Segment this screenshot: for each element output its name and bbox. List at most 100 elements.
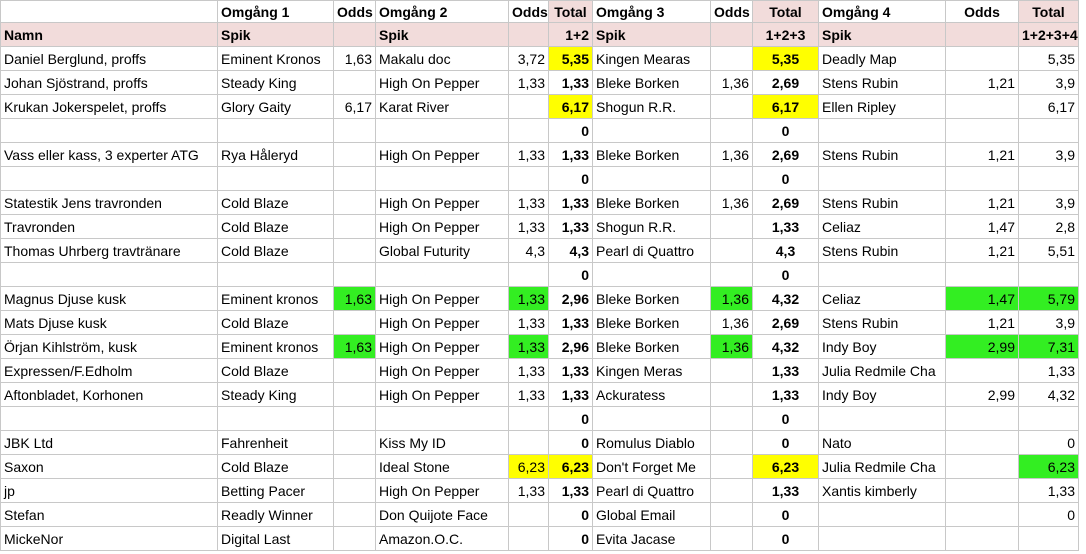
cell xyxy=(945,46,1019,71)
cell xyxy=(333,310,376,335)
cell: 1,33 xyxy=(508,478,549,503)
cell: 1,33 xyxy=(752,358,819,383)
cell: Odds xyxy=(333,0,376,23)
cell: Kingen Mearas xyxy=(592,46,711,71)
cell: Thomas Uhrberg travtränare xyxy=(0,238,218,263)
cell: Cold Blaze xyxy=(217,454,334,479)
cell xyxy=(0,0,218,23)
cell: Mats Djuse kusk xyxy=(0,310,218,335)
row: Mats Djuse kusk Cold Blaze High On Pepper 1… xyxy=(0,310,1079,335)
cell xyxy=(945,454,1019,479)
cell xyxy=(333,478,376,503)
cell: Cold Blaze xyxy=(217,214,334,239)
cell: 1,21 xyxy=(945,70,1019,95)
cell: Nato xyxy=(818,430,946,455)
cell: 5,51 xyxy=(1018,238,1079,263)
cell: Omgång 2 xyxy=(375,0,509,23)
cell: Eminent kronos xyxy=(217,286,334,311)
cell: 4,3 xyxy=(752,238,819,263)
cell xyxy=(818,166,946,191)
cell xyxy=(818,406,946,431)
cell: Indy Boy xyxy=(818,334,946,359)
cell: 0 xyxy=(548,406,593,431)
cell: 2,96 xyxy=(548,334,593,359)
cell: Aftonbladet, Korhonen xyxy=(0,382,218,407)
row: Saxon Cold Blaze Ideal Stone 6,23 6,23 Don't … xyxy=(0,454,1079,479)
cell: 4,32 xyxy=(752,334,819,359)
cell: MickeNor xyxy=(0,526,218,551)
cell: 0 xyxy=(752,262,819,287)
cell: 1,33 xyxy=(548,358,593,383)
cell: JBK Ltd xyxy=(0,430,218,455)
cell: 4,32 xyxy=(1018,382,1079,407)
row: Namn Spik Spik 1+2 Spik 1+2+3 Spik 1+2+3+4 xyxy=(0,22,1079,47)
cell: 3,9 xyxy=(1018,190,1079,215)
cell: 0 xyxy=(548,502,593,527)
cell: Travronden xyxy=(0,214,218,239)
row: JBK Ltd Fahrenheit Kiss My ID 0 Romulus Diab… xyxy=(0,430,1079,455)
cell: 0 xyxy=(752,526,819,551)
cell xyxy=(0,118,218,143)
cell: Odds xyxy=(508,0,549,23)
row: Travronden Cold Blaze High On Pepper 1,33 1,… xyxy=(0,214,1079,239)
cell: 5,79 xyxy=(1018,286,1079,311)
cell: 1,33 xyxy=(548,190,593,215)
cell: 1,63 xyxy=(333,46,376,71)
cell: Karat River xyxy=(375,94,509,119)
cell xyxy=(333,238,376,263)
row: Aftonbladet, Korhonen Steady King High On … xyxy=(0,382,1079,407)
cell: 5,35 xyxy=(1018,46,1079,71)
cell: Spik xyxy=(818,22,946,47)
row: Johan Sjöstrand, proffs Steady King High O… xyxy=(0,70,1079,95)
row: Stefan Readly Winner Don Quijote Face 0 Glob… xyxy=(0,502,1079,527)
cell: 4,32 xyxy=(752,286,819,311)
cell: 1,33 xyxy=(508,382,549,407)
cell: 6,23 xyxy=(1018,454,1079,479)
cell: Pearl di Quattro xyxy=(592,478,711,503)
cell xyxy=(945,430,1019,455)
cell xyxy=(375,166,509,191)
cell xyxy=(333,454,376,479)
cell: 0 xyxy=(548,430,593,455)
row: Daniel Berglund, proffs Eminent Kronos 1,6… xyxy=(0,46,1079,71)
cell xyxy=(333,430,376,455)
cell xyxy=(333,190,376,215)
cell xyxy=(710,46,753,71)
cell xyxy=(333,358,376,383)
cell: 1,21 xyxy=(945,238,1019,263)
row: Omgång 1 Odds Omgång 2 Odds Total Omgång 3 Odd… xyxy=(0,0,1079,23)
cell: 1,33 xyxy=(508,286,549,311)
cell xyxy=(710,502,753,527)
cell: 6,17 xyxy=(1018,94,1079,119)
cell: Expressen/F.Edholm xyxy=(0,358,218,383)
cell xyxy=(710,262,753,287)
cell xyxy=(333,262,376,287)
cell: Stens Rubin xyxy=(818,238,946,263)
cell: Eminent kronos xyxy=(217,334,334,359)
cell: 4,3 xyxy=(548,238,593,263)
cell: 1,21 xyxy=(945,190,1019,215)
cell: High On Pepper xyxy=(375,286,509,311)
cell xyxy=(818,526,946,551)
cell: 3,72 xyxy=(508,46,549,71)
cell: Romulus Diablo xyxy=(592,430,711,455)
cell xyxy=(945,262,1019,287)
cell: 6,17 xyxy=(752,94,819,119)
cell xyxy=(710,382,753,407)
cell: Bleke Borken xyxy=(592,142,711,167)
cell: Shogun R.R. xyxy=(592,94,711,119)
cell xyxy=(818,118,946,143)
cell: Bleke Borken xyxy=(592,334,711,359)
row: Vass eller kass, 3 experter ATG Rya Håler… xyxy=(0,142,1079,167)
cell xyxy=(945,22,1019,47)
cell: 0 xyxy=(752,118,819,143)
cell: 1,21 xyxy=(945,142,1019,167)
cell: Global Futurity xyxy=(375,238,509,263)
cell: Glory Gaity xyxy=(217,94,334,119)
cell: 6,23 xyxy=(752,454,819,479)
cell xyxy=(333,526,376,551)
cell xyxy=(592,166,711,191)
